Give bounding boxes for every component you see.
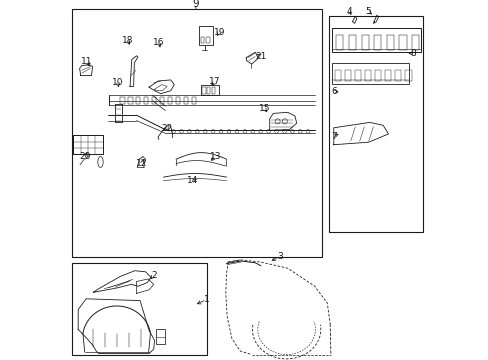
Bar — [175, 97, 180, 104]
Bar — [120, 97, 124, 104]
Text: 11: 11 — [81, 57, 92, 66]
Text: 4: 4 — [346, 7, 351, 16]
Text: 19: 19 — [213, 28, 224, 37]
Bar — [191, 97, 196, 104]
Text: 21: 21 — [254, 52, 266, 61]
Bar — [374, 70, 381, 81]
Text: 7: 7 — [330, 132, 336, 140]
Bar — [348, 35, 355, 50]
Text: 18: 18 — [122, 36, 133, 45]
Bar — [373, 35, 381, 50]
Bar — [156, 329, 165, 344]
Bar — [344, 70, 350, 81]
Bar — [399, 35, 406, 50]
Bar — [211, 87, 215, 94]
Bar — [361, 35, 368, 50]
Bar — [328, 16, 422, 232]
Bar — [136, 97, 140, 104]
Bar — [160, 97, 164, 104]
Text: 5: 5 — [365, 7, 370, 16]
Bar — [404, 70, 411, 81]
Bar — [72, 9, 321, 257]
Bar — [205, 37, 209, 43]
Bar — [152, 97, 156, 104]
Text: 2: 2 — [151, 271, 156, 280]
Text: 16: 16 — [153, 37, 164, 46]
Bar — [334, 70, 340, 81]
Bar — [202, 87, 205, 94]
Bar — [354, 70, 361, 81]
Bar — [167, 97, 172, 104]
Text: 22: 22 — [161, 124, 172, 133]
Text: 6: 6 — [330, 87, 336, 96]
Text: 20: 20 — [80, 152, 91, 161]
Bar — [364, 70, 370, 81]
Bar — [206, 87, 210, 94]
Text: 8: 8 — [410, 49, 416, 58]
Bar — [201, 85, 218, 95]
Bar — [331, 63, 408, 84]
Bar — [128, 97, 132, 104]
Bar — [336, 35, 343, 50]
Bar — [394, 70, 401, 81]
Text: 15: 15 — [258, 104, 269, 113]
Bar — [411, 35, 418, 50]
Bar — [331, 28, 420, 52]
Bar — [199, 26, 213, 45]
Bar — [72, 263, 206, 355]
Bar — [386, 35, 393, 50]
Bar — [384, 70, 390, 81]
Text: 3: 3 — [276, 252, 282, 261]
Text: 13: 13 — [209, 152, 221, 161]
Text: 1: 1 — [203, 295, 209, 304]
Bar — [200, 37, 204, 43]
Text: 9: 9 — [192, 0, 199, 9]
Text: 12: 12 — [136, 159, 147, 168]
Bar — [73, 135, 103, 154]
Text: 14: 14 — [186, 176, 198, 185]
Bar — [183, 97, 187, 104]
Text: 17: 17 — [209, 77, 220, 86]
Bar — [144, 97, 148, 104]
Text: 10: 10 — [112, 78, 123, 87]
